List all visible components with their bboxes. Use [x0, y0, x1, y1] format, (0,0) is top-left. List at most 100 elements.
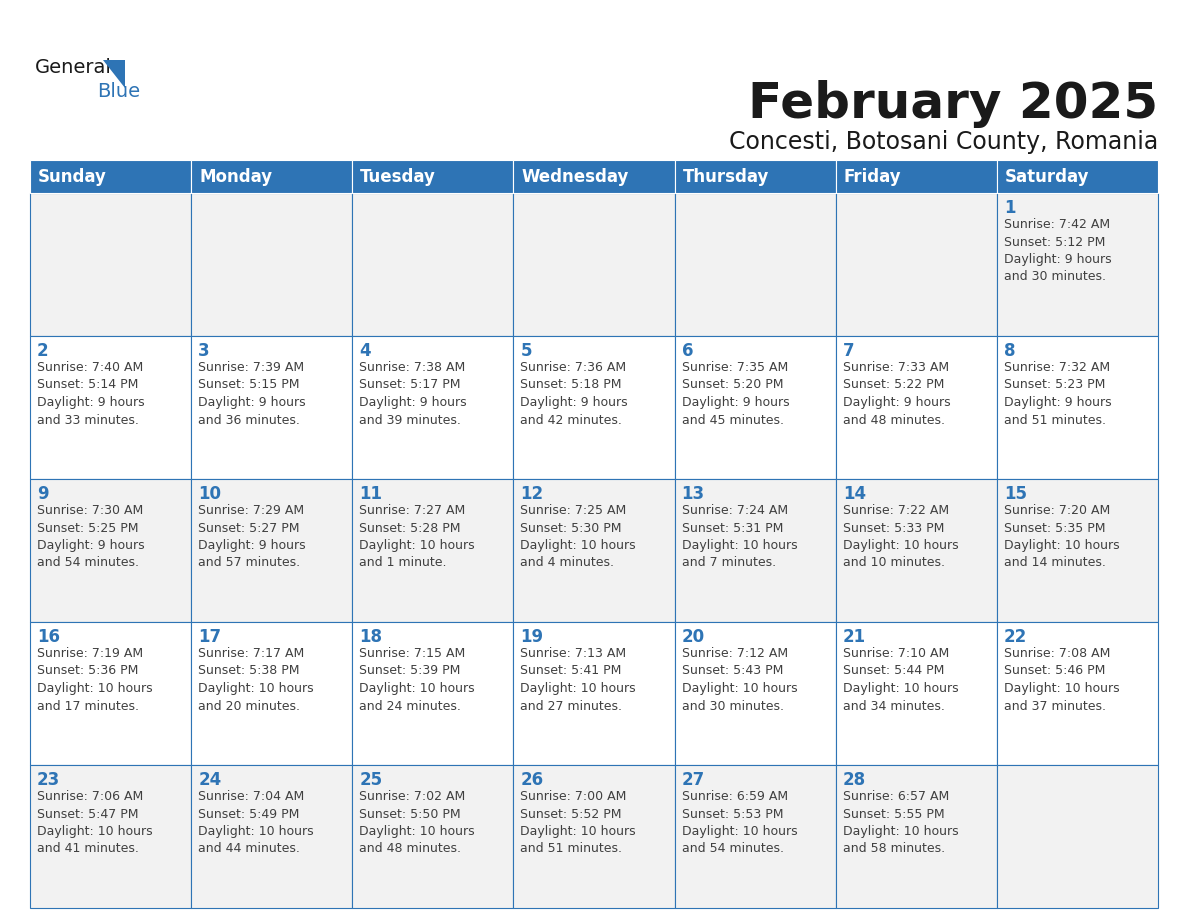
Text: 4: 4: [359, 342, 371, 360]
Text: Sunrise: 7:22 AM
Sunset: 5:33 PM
Daylight: 10 hours
and 10 minutes.: Sunrise: 7:22 AM Sunset: 5:33 PM Dayligh…: [842, 504, 959, 569]
Text: Tuesday: Tuesday: [360, 167, 436, 185]
Bar: [513, 193, 675, 336]
Text: 2: 2: [37, 342, 49, 360]
Bar: [835, 336, 997, 479]
Text: Sunrise: 7:33 AM
Sunset: 5:22 PM
Daylight: 9 hours
and 48 minutes.: Sunrise: 7:33 AM Sunset: 5:22 PM Dayligh…: [842, 361, 950, 427]
Text: Thursday: Thursday: [683, 167, 769, 185]
Text: Sunrise: 7:32 AM
Sunset: 5:23 PM
Daylight: 9 hours
and 51 minutes.: Sunrise: 7:32 AM Sunset: 5:23 PM Dayligh…: [1004, 361, 1112, 427]
Bar: [353, 765, 513, 908]
Text: Wednesday: Wednesday: [522, 167, 628, 185]
Text: Sunrise: 7:13 AM
Sunset: 5:41 PM
Daylight: 10 hours
and 27 minutes.: Sunrise: 7:13 AM Sunset: 5:41 PM Dayligh…: [520, 647, 636, 712]
Bar: [835, 160, 997, 193]
Bar: [353, 193, 513, 336]
Bar: [997, 622, 1158, 765]
Text: Sunrise: 7:17 AM
Sunset: 5:38 PM
Daylight: 10 hours
and 20 minutes.: Sunrise: 7:17 AM Sunset: 5:38 PM Dayligh…: [198, 647, 314, 712]
Text: Sunrise: 7:36 AM
Sunset: 5:18 PM
Daylight: 9 hours
and 42 minutes.: Sunrise: 7:36 AM Sunset: 5:18 PM Dayligh…: [520, 361, 628, 427]
Text: 21: 21: [842, 628, 866, 646]
Bar: [191, 160, 353, 193]
Bar: [997, 160, 1158, 193]
Bar: [997, 765, 1158, 908]
Bar: [675, 479, 835, 622]
Text: Sunrise: 7:04 AM
Sunset: 5:49 PM
Daylight: 10 hours
and 44 minutes.: Sunrise: 7:04 AM Sunset: 5:49 PM Dayligh…: [198, 790, 314, 856]
Text: 7: 7: [842, 342, 854, 360]
Text: Saturday: Saturday: [1005, 167, 1089, 185]
Text: General: General: [34, 58, 112, 77]
Bar: [353, 160, 513, 193]
Bar: [30, 336, 191, 479]
Bar: [191, 622, 353, 765]
Text: Sunrise: 7:00 AM
Sunset: 5:52 PM
Daylight: 10 hours
and 51 minutes.: Sunrise: 7:00 AM Sunset: 5:52 PM Dayligh…: [520, 790, 636, 856]
Text: Sunrise: 7:40 AM
Sunset: 5:14 PM
Daylight: 9 hours
and 33 minutes.: Sunrise: 7:40 AM Sunset: 5:14 PM Dayligh…: [37, 361, 145, 427]
Bar: [835, 479, 997, 622]
Text: 11: 11: [359, 485, 383, 503]
Text: 20: 20: [682, 628, 704, 646]
Bar: [835, 193, 997, 336]
Text: Sunrise: 7:30 AM
Sunset: 5:25 PM
Daylight: 9 hours
and 54 minutes.: Sunrise: 7:30 AM Sunset: 5:25 PM Dayligh…: [37, 504, 145, 569]
Text: Sunrise: 7:19 AM
Sunset: 5:36 PM
Daylight: 10 hours
and 17 minutes.: Sunrise: 7:19 AM Sunset: 5:36 PM Dayligh…: [37, 647, 152, 712]
Text: Sunrise: 7:08 AM
Sunset: 5:46 PM
Daylight: 10 hours
and 37 minutes.: Sunrise: 7:08 AM Sunset: 5:46 PM Dayligh…: [1004, 647, 1119, 712]
Bar: [191, 765, 353, 908]
Bar: [675, 622, 835, 765]
Text: Sunrise: 7:12 AM
Sunset: 5:43 PM
Daylight: 10 hours
and 30 minutes.: Sunrise: 7:12 AM Sunset: 5:43 PM Dayligh…: [682, 647, 797, 712]
Text: Sunrise: 6:59 AM
Sunset: 5:53 PM
Daylight: 10 hours
and 54 minutes.: Sunrise: 6:59 AM Sunset: 5:53 PM Dayligh…: [682, 790, 797, 856]
Bar: [835, 622, 997, 765]
Bar: [675, 765, 835, 908]
Text: 1: 1: [1004, 199, 1016, 217]
Text: 13: 13: [682, 485, 704, 503]
Bar: [513, 622, 675, 765]
Text: Friday: Friday: [843, 167, 902, 185]
Text: February 2025: February 2025: [748, 80, 1158, 128]
Text: Sunrise: 7:35 AM
Sunset: 5:20 PM
Daylight: 9 hours
and 45 minutes.: Sunrise: 7:35 AM Sunset: 5:20 PM Dayligh…: [682, 361, 789, 427]
Text: Sunrise: 7:06 AM
Sunset: 5:47 PM
Daylight: 10 hours
and 41 minutes.: Sunrise: 7:06 AM Sunset: 5:47 PM Dayligh…: [37, 790, 152, 856]
Text: Sunrise: 7:27 AM
Sunset: 5:28 PM
Daylight: 10 hours
and 1 minute.: Sunrise: 7:27 AM Sunset: 5:28 PM Dayligh…: [359, 504, 475, 569]
Bar: [30, 160, 191, 193]
Bar: [513, 765, 675, 908]
Bar: [353, 336, 513, 479]
Bar: [30, 765, 191, 908]
Text: Sunrise: 7:39 AM
Sunset: 5:15 PM
Daylight: 9 hours
and 36 minutes.: Sunrise: 7:39 AM Sunset: 5:15 PM Dayligh…: [198, 361, 305, 427]
Text: 17: 17: [198, 628, 221, 646]
Text: 14: 14: [842, 485, 866, 503]
Text: 19: 19: [520, 628, 544, 646]
Text: Sunrise: 7:10 AM
Sunset: 5:44 PM
Daylight: 10 hours
and 34 minutes.: Sunrise: 7:10 AM Sunset: 5:44 PM Dayligh…: [842, 647, 959, 712]
Text: Sunrise: 7:24 AM
Sunset: 5:31 PM
Daylight: 10 hours
and 7 minutes.: Sunrise: 7:24 AM Sunset: 5:31 PM Dayligh…: [682, 504, 797, 569]
Text: 5: 5: [520, 342, 532, 360]
Bar: [513, 336, 675, 479]
Bar: [997, 336, 1158, 479]
Text: 3: 3: [198, 342, 210, 360]
Bar: [191, 336, 353, 479]
Text: Sunrise: 7:15 AM
Sunset: 5:39 PM
Daylight: 10 hours
and 24 minutes.: Sunrise: 7:15 AM Sunset: 5:39 PM Dayligh…: [359, 647, 475, 712]
Bar: [513, 479, 675, 622]
Text: Sunrise: 7:38 AM
Sunset: 5:17 PM
Daylight: 9 hours
and 39 minutes.: Sunrise: 7:38 AM Sunset: 5:17 PM Dayligh…: [359, 361, 467, 427]
Polygon shape: [103, 60, 125, 88]
Text: 23: 23: [37, 771, 61, 789]
Text: Sunrise: 7:02 AM
Sunset: 5:50 PM
Daylight: 10 hours
and 48 minutes.: Sunrise: 7:02 AM Sunset: 5:50 PM Dayligh…: [359, 790, 475, 856]
Bar: [353, 622, 513, 765]
Text: Sunrise: 7:29 AM
Sunset: 5:27 PM
Daylight: 9 hours
and 57 minutes.: Sunrise: 7:29 AM Sunset: 5:27 PM Dayligh…: [198, 504, 305, 569]
Text: 28: 28: [842, 771, 866, 789]
Bar: [997, 193, 1158, 336]
Text: Sunrise: 6:57 AM
Sunset: 5:55 PM
Daylight: 10 hours
and 58 minutes.: Sunrise: 6:57 AM Sunset: 5:55 PM Dayligh…: [842, 790, 959, 856]
Bar: [675, 336, 835, 479]
Text: Sunrise: 7:20 AM
Sunset: 5:35 PM
Daylight: 10 hours
and 14 minutes.: Sunrise: 7:20 AM Sunset: 5:35 PM Dayligh…: [1004, 504, 1119, 569]
Text: 12: 12: [520, 485, 544, 503]
Bar: [835, 765, 997, 908]
Bar: [513, 160, 675, 193]
Text: 16: 16: [37, 628, 61, 646]
Bar: [30, 479, 191, 622]
Text: 26: 26: [520, 771, 544, 789]
Text: 6: 6: [682, 342, 693, 360]
Bar: [997, 479, 1158, 622]
Text: Blue: Blue: [97, 82, 140, 101]
Bar: [675, 193, 835, 336]
Text: Monday: Monday: [200, 167, 272, 185]
Bar: [191, 479, 353, 622]
Text: 27: 27: [682, 771, 704, 789]
Bar: [191, 193, 353, 336]
Bar: [30, 622, 191, 765]
Text: 24: 24: [198, 771, 221, 789]
Text: Sunrise: 7:25 AM
Sunset: 5:30 PM
Daylight: 10 hours
and 4 minutes.: Sunrise: 7:25 AM Sunset: 5:30 PM Dayligh…: [520, 504, 636, 569]
Text: 15: 15: [1004, 485, 1026, 503]
Bar: [353, 479, 513, 622]
Text: Sunrise: 7:42 AM
Sunset: 5:12 PM
Daylight: 9 hours
and 30 minutes.: Sunrise: 7:42 AM Sunset: 5:12 PM Dayligh…: [1004, 218, 1112, 284]
